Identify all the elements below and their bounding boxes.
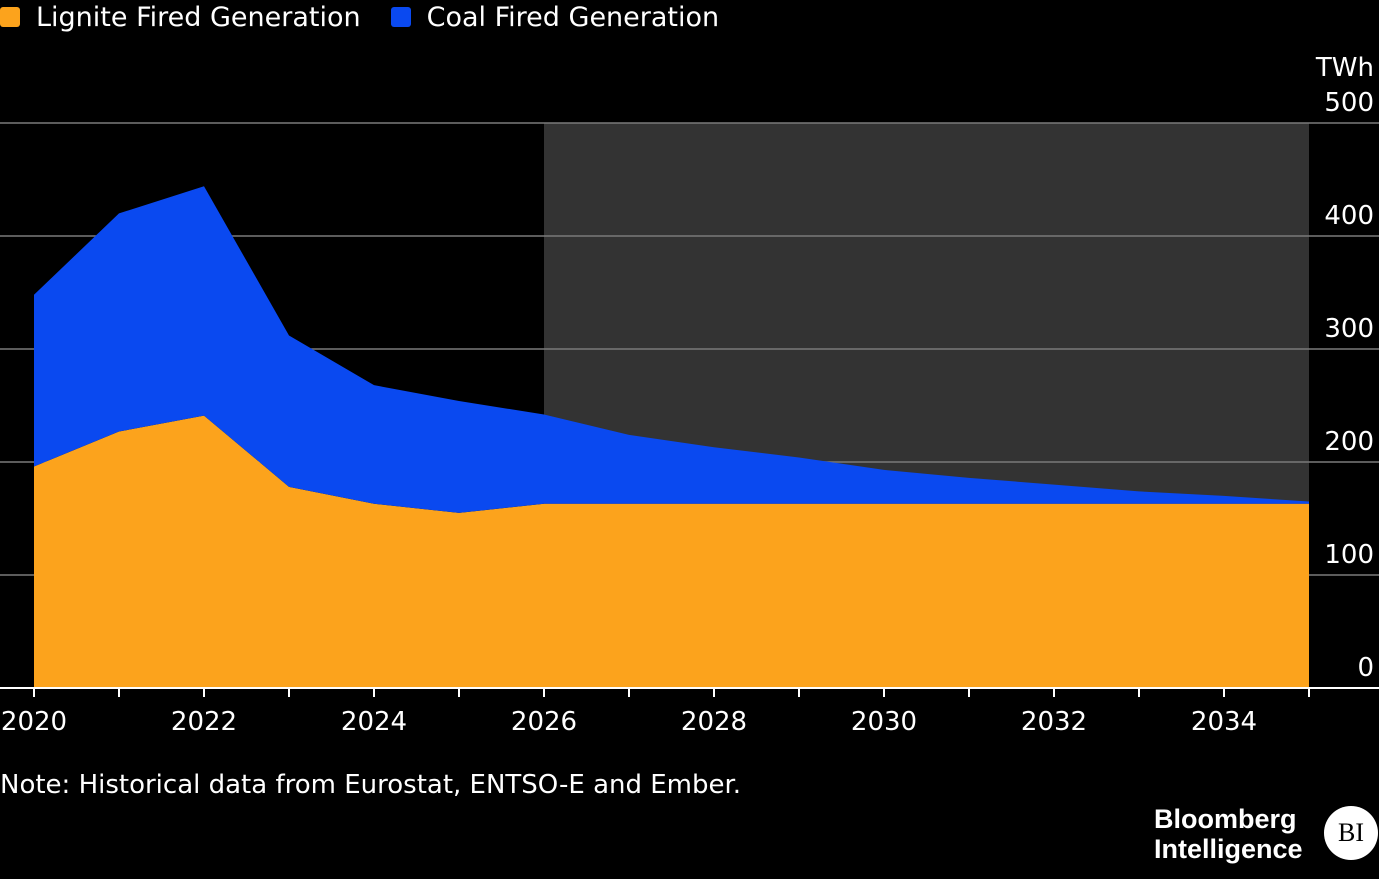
- legend-item-coal: Coal Fired Generation: [390, 1, 720, 33]
- y-axis-unit-label: TWh: [1315, 53, 1374, 83]
- x-tick-label-2026: 2026: [511, 707, 577, 737]
- x-tick-label-2032: 2032: [1021, 707, 1087, 737]
- legend-item-lignite: Lignite Fired Generation: [0, 2, 361, 33]
- legend-swatch-coal: [390, 7, 411, 27]
- brand-wordmark: Bloomberg Intelligence: [1154, 804, 1303, 864]
- y-tick-label-500: 500: [1324, 88, 1374, 118]
- y-tick-label-300: 300: [1324, 314, 1374, 344]
- x-tick-label-2020: 2020: [1, 707, 67, 737]
- legend: Lignite Fired Generation Coal Fired Gene…: [0, 0, 749, 34]
- area-chart: 0 100 200 300 400 500 2020 2022 2024 2026 2028 203…: [0, 53, 1379, 737]
- y-tick-label-400: 400: [1324, 201, 1374, 231]
- legend-swatch-lignite: [0, 7, 20, 27]
- brand-line-2: Intelligence: [1154, 834, 1303, 864]
- x-tick-label-2028: 2028: [681, 707, 747, 737]
- area-series-lignite-fired-generation: [34, 415, 1309, 688]
- x-tick-label-2022: 2022: [171, 707, 237, 737]
- y-tick-label-200: 200: [1324, 427, 1374, 457]
- bi-badge-icon: BI: [1324, 806, 1378, 860]
- legend-label-lignite: Lignite Fired Generation: [36, 1, 361, 33]
- brand-line-1: Bloomberg: [1154, 804, 1297, 834]
- y-tick-label-0: 0: [1357, 653, 1374, 683]
- area-series-coal-fired-generation: [34, 186, 1309, 513]
- bloomberg-intelligence-logo: Bloomberg Intelligence BI: [1154, 804, 1378, 864]
- x-tick-label-2034: 2034: [1191, 707, 1257, 737]
- legend-label-coal: Coal Fired Generation: [426, 1, 720, 33]
- x-tick-label-2024: 2024: [341, 707, 407, 737]
- x-tick-label-2030: 2030: [851, 707, 917, 737]
- y-tick-label-100: 100: [1324, 540, 1374, 570]
- footnote: Note: Historical data from Eurostat, ENT…: [0, 770, 742, 800]
